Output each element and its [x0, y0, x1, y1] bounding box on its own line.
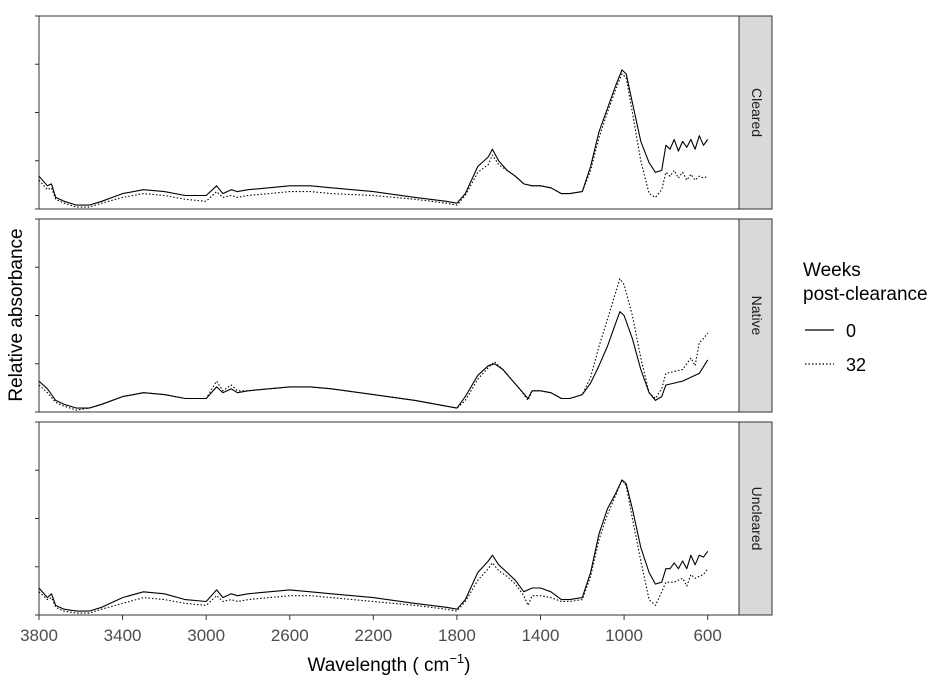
series-line-native-32	[38, 278, 709, 411]
x-axis-title-superscript: −1	[449, 651, 464, 666]
facet-panels: Cleared Native Uncleared	[35, 15, 773, 616]
series-line-uncleared-32	[38, 479, 709, 614]
panel-frame	[38, 15, 740, 210]
facet-strip-label: Cleared	[749, 88, 765, 137]
facet-strip-label: Native	[749, 296, 765, 336]
panel-native: Native	[35, 218, 773, 413]
panel-uncleared: Uncleared	[35, 421, 773, 616]
x-axis: 3800 3400 3000 2600 2200 1800 1400 1000 600	[20, 615, 722, 645]
x-axis-title: Wavelength ( cm−1)	[308, 651, 471, 676]
x-tick-label: 1400	[522, 626, 560, 645]
x-tick-label: 600	[693, 626, 721, 645]
y-axis-title: Relative absorbance	[6, 228, 27, 401]
legend-label-32: 32	[846, 355, 866, 375]
x-tick-label: 1800	[438, 626, 476, 645]
legend: Weeks post-clearance 0 32	[803, 260, 928, 375]
facet-strip	[738, 218, 773, 413]
x-axis-title-text: Wavelength ( cm	[308, 655, 450, 676]
x-tick-label: 3800	[20, 626, 58, 645]
series-line-uncleared-0	[38, 479, 709, 612]
facet-strip	[738, 421, 773, 616]
x-tick-label: 2200	[354, 626, 392, 645]
legend-title-line1: Weeks	[803, 260, 861, 281]
x-tick-label: 2600	[271, 626, 309, 645]
panel-frame	[38, 421, 740, 616]
panel-cleared: Cleared	[35, 15, 773, 210]
legend-title-line2: post-clearance	[803, 284, 928, 305]
legend-label-0: 0	[846, 321, 856, 341]
series-line-cleared-0	[38, 69, 709, 206]
x-tick-label: 3400	[104, 626, 142, 645]
panel-frame	[38, 218, 740, 413]
x-axis-title-end: )	[464, 655, 470, 676]
facet-strip	[738, 15, 773, 210]
x-tick-label: 1000	[605, 626, 643, 645]
x-tick-label: 3000	[187, 626, 225, 645]
facet-strip-label: Uncleared	[749, 487, 765, 551]
